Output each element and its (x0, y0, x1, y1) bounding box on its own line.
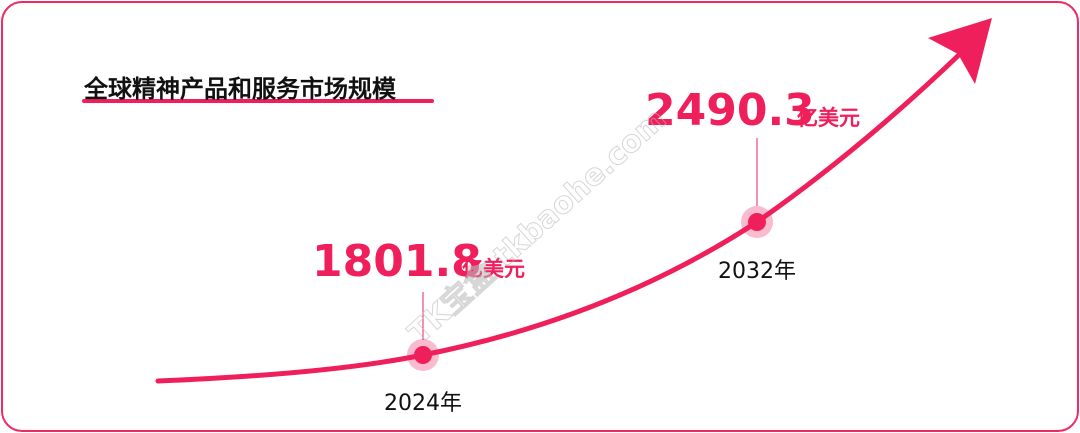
year: 2032年 (718, 259, 796, 284)
value: 2490.3 (645, 85, 815, 136)
unit: 亿美元 (462, 257, 525, 281)
point (748, 213, 766, 231)
value: 1801.8 (312, 236, 482, 287)
unit: 亿美元 (797, 106, 860, 130)
title: 全球精神产品和服务市场规模 (83, 75, 397, 103)
point (414, 346, 432, 364)
year: 2024年 (384, 391, 462, 416)
arrow-head (928, 18, 992, 84)
growth-curve (155, 49, 965, 384)
